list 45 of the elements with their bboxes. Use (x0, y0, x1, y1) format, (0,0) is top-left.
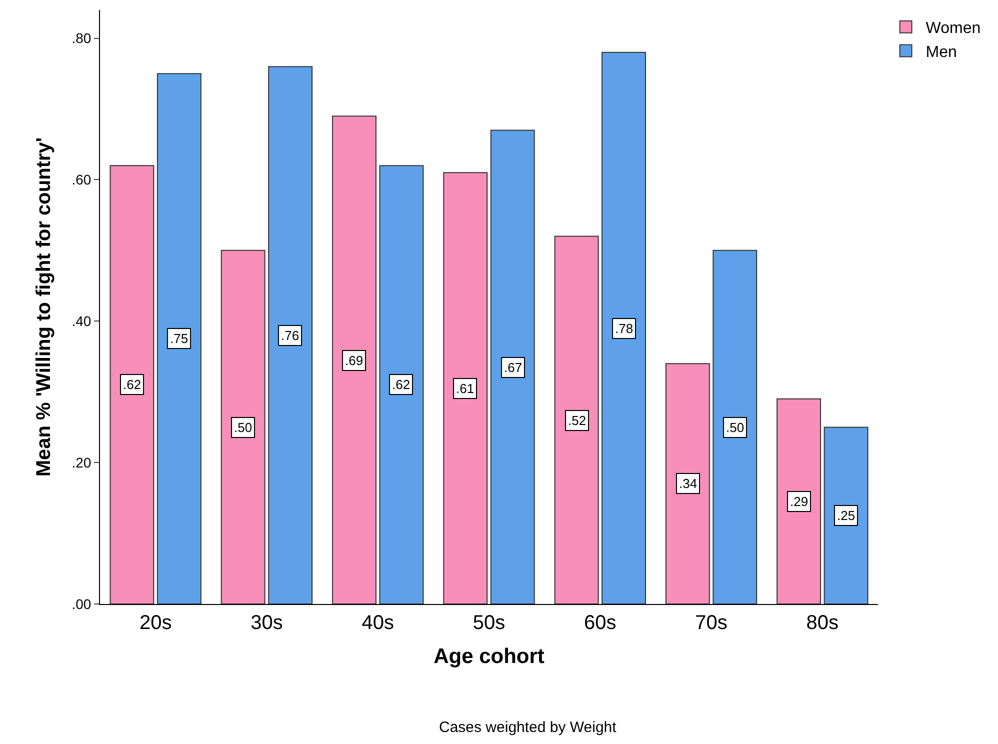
x-axis-title: Age cohort (434, 645, 544, 668)
legend-label: Men (926, 44, 957, 61)
bar (776, 398, 822, 604)
bar (332, 116, 376, 604)
data-label: .25 (837, 508, 856, 523)
data-label: .69 (345, 353, 364, 368)
data-label: .75 (170, 331, 188, 346)
text: Cases weighted by Weight (439, 719, 618, 736)
bar (443, 172, 488, 604)
data-label: .76 (281, 328, 300, 343)
data-label: .50 (234, 420, 252, 435)
bar (379, 165, 424, 604)
x-tick-label: 50s (472, 612, 506, 634)
bar (110, 165, 154, 604)
y-tick-label: .80 (72, 30, 92, 46)
bar (156, 73, 202, 604)
data-label: .34 (679, 476, 698, 491)
x-tick-label: 60s (584, 612, 616, 634)
y-tick-label: .60 (72, 172, 92, 188)
bar (554, 236, 599, 604)
legend-label: Women (926, 20, 981, 38)
bar (602, 52, 646, 604)
x-tick-label: 70s (695, 612, 728, 634)
bar (712, 250, 758, 604)
x-tick-label: 40s (362, 612, 394, 634)
y-tick-label: .00 (72, 596, 92, 612)
bar (490, 130, 535, 604)
y-tick-label: .40 (72, 313, 92, 330)
y-tick-label: .20 (72, 454, 92, 470)
data-label: .52 (568, 413, 586, 428)
bar (220, 250, 266, 604)
x-tick-label: 80s (806, 612, 839, 634)
data-label: .62 (392, 377, 410, 392)
y-axis-title: Mean % 'Willing to fight for country' (33, 137, 56, 477)
data-label: .67 (504, 360, 522, 375)
data-label: .50 (726, 420, 744, 435)
bar (665, 363, 710, 604)
data-label: .62 (123, 377, 142, 392)
data-label: .61 (456, 381, 474, 396)
bar (268, 66, 313, 604)
bar (824, 426, 868, 604)
data-label: .78 (615, 321, 634, 336)
data-label: .29 (790, 494, 808, 509)
x-tick-label: 20s (139, 612, 172, 634)
x-tick-label: 30s (250, 612, 283, 634)
